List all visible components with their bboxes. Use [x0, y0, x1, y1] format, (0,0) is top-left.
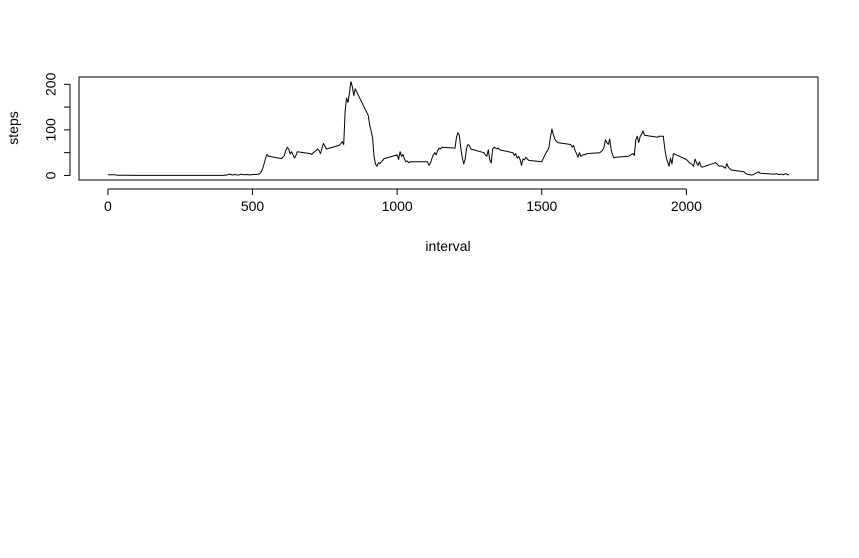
- x-tick-label: 2000: [671, 198, 702, 214]
- series-line: [107, 81, 790, 176]
- y-tick-label: 200: [43, 72, 59, 96]
- y-tick-label: 0: [43, 171, 59, 179]
- y-axis: 0 100 200: [43, 72, 71, 179]
- x-tick-label: 500: [241, 198, 265, 214]
- y-axis-label: steps: [5, 111, 21, 144]
- x-tick-label: 0: [104, 198, 112, 214]
- x-tick-label: 1500: [526, 198, 557, 214]
- x-axis: 0 500 1000 1500 2000: [104, 188, 702, 214]
- y-tick-label: 100: [43, 118, 59, 142]
- x-tick-label: 1000: [382, 198, 413, 214]
- series-layer: [107, 81, 790, 176]
- x-axis-label: interval: [425, 238, 470, 254]
- plot-box: [78, 76, 819, 181]
